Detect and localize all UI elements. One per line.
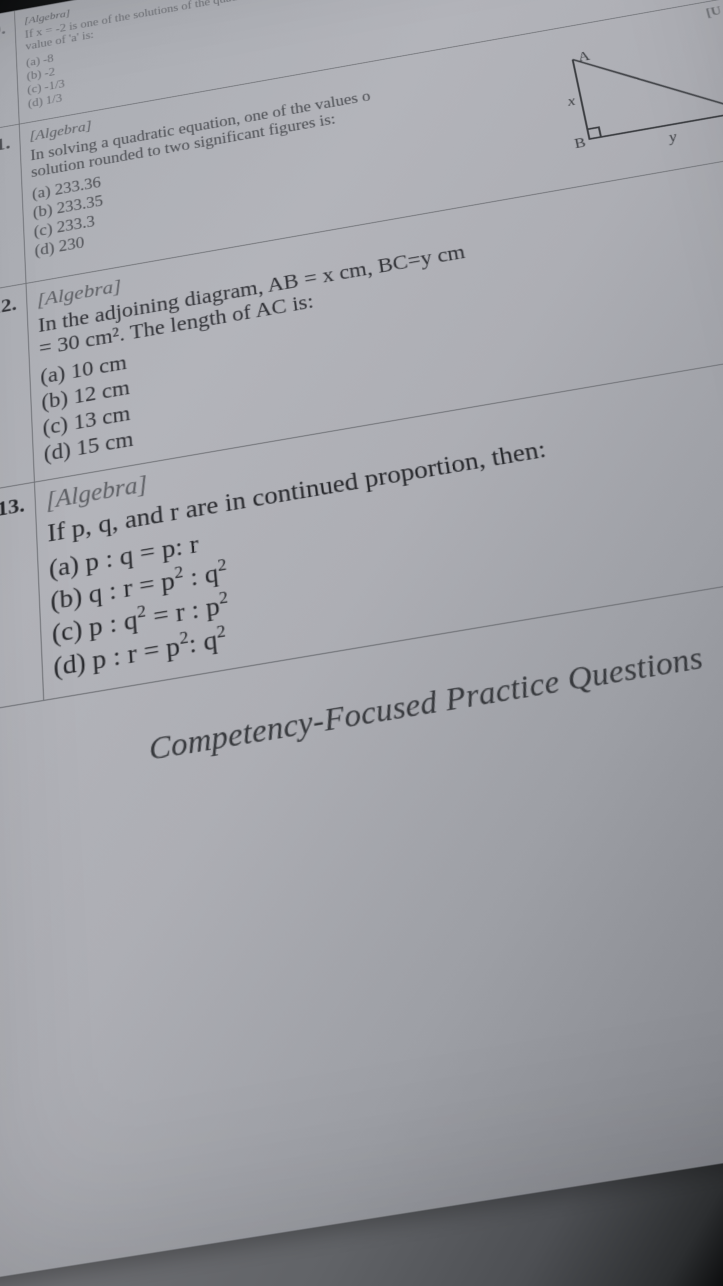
q13-c-sup2: 2 — [218, 587, 229, 608]
questions-table: 10. [U [Algebra] If x = -2 is one of the… — [0, 0, 723, 716]
q13-d-sup2: 2 — [216, 621, 227, 642]
triangle-label-y: y — [665, 129, 679, 145]
triangle-label-B: B — [573, 135, 587, 152]
photo-scene: deposit a ne of an. £. 10. [U [Algebra] … — [0, 0, 723, 1286]
q13-b-mid: : q — [182, 558, 219, 593]
q13-d-mid: : q — [188, 624, 219, 659]
textbook-page: deposit a ne of an. £. 10. [U [Algebra] … — [0, 0, 723, 1282]
q13-b-sup2: 2 — [217, 555, 228, 576]
unit-tag-11: [U — [705, 5, 723, 21]
triangle-label-x: x — [565, 94, 577, 110]
triangle-label-A: A — [577, 49, 592, 65]
